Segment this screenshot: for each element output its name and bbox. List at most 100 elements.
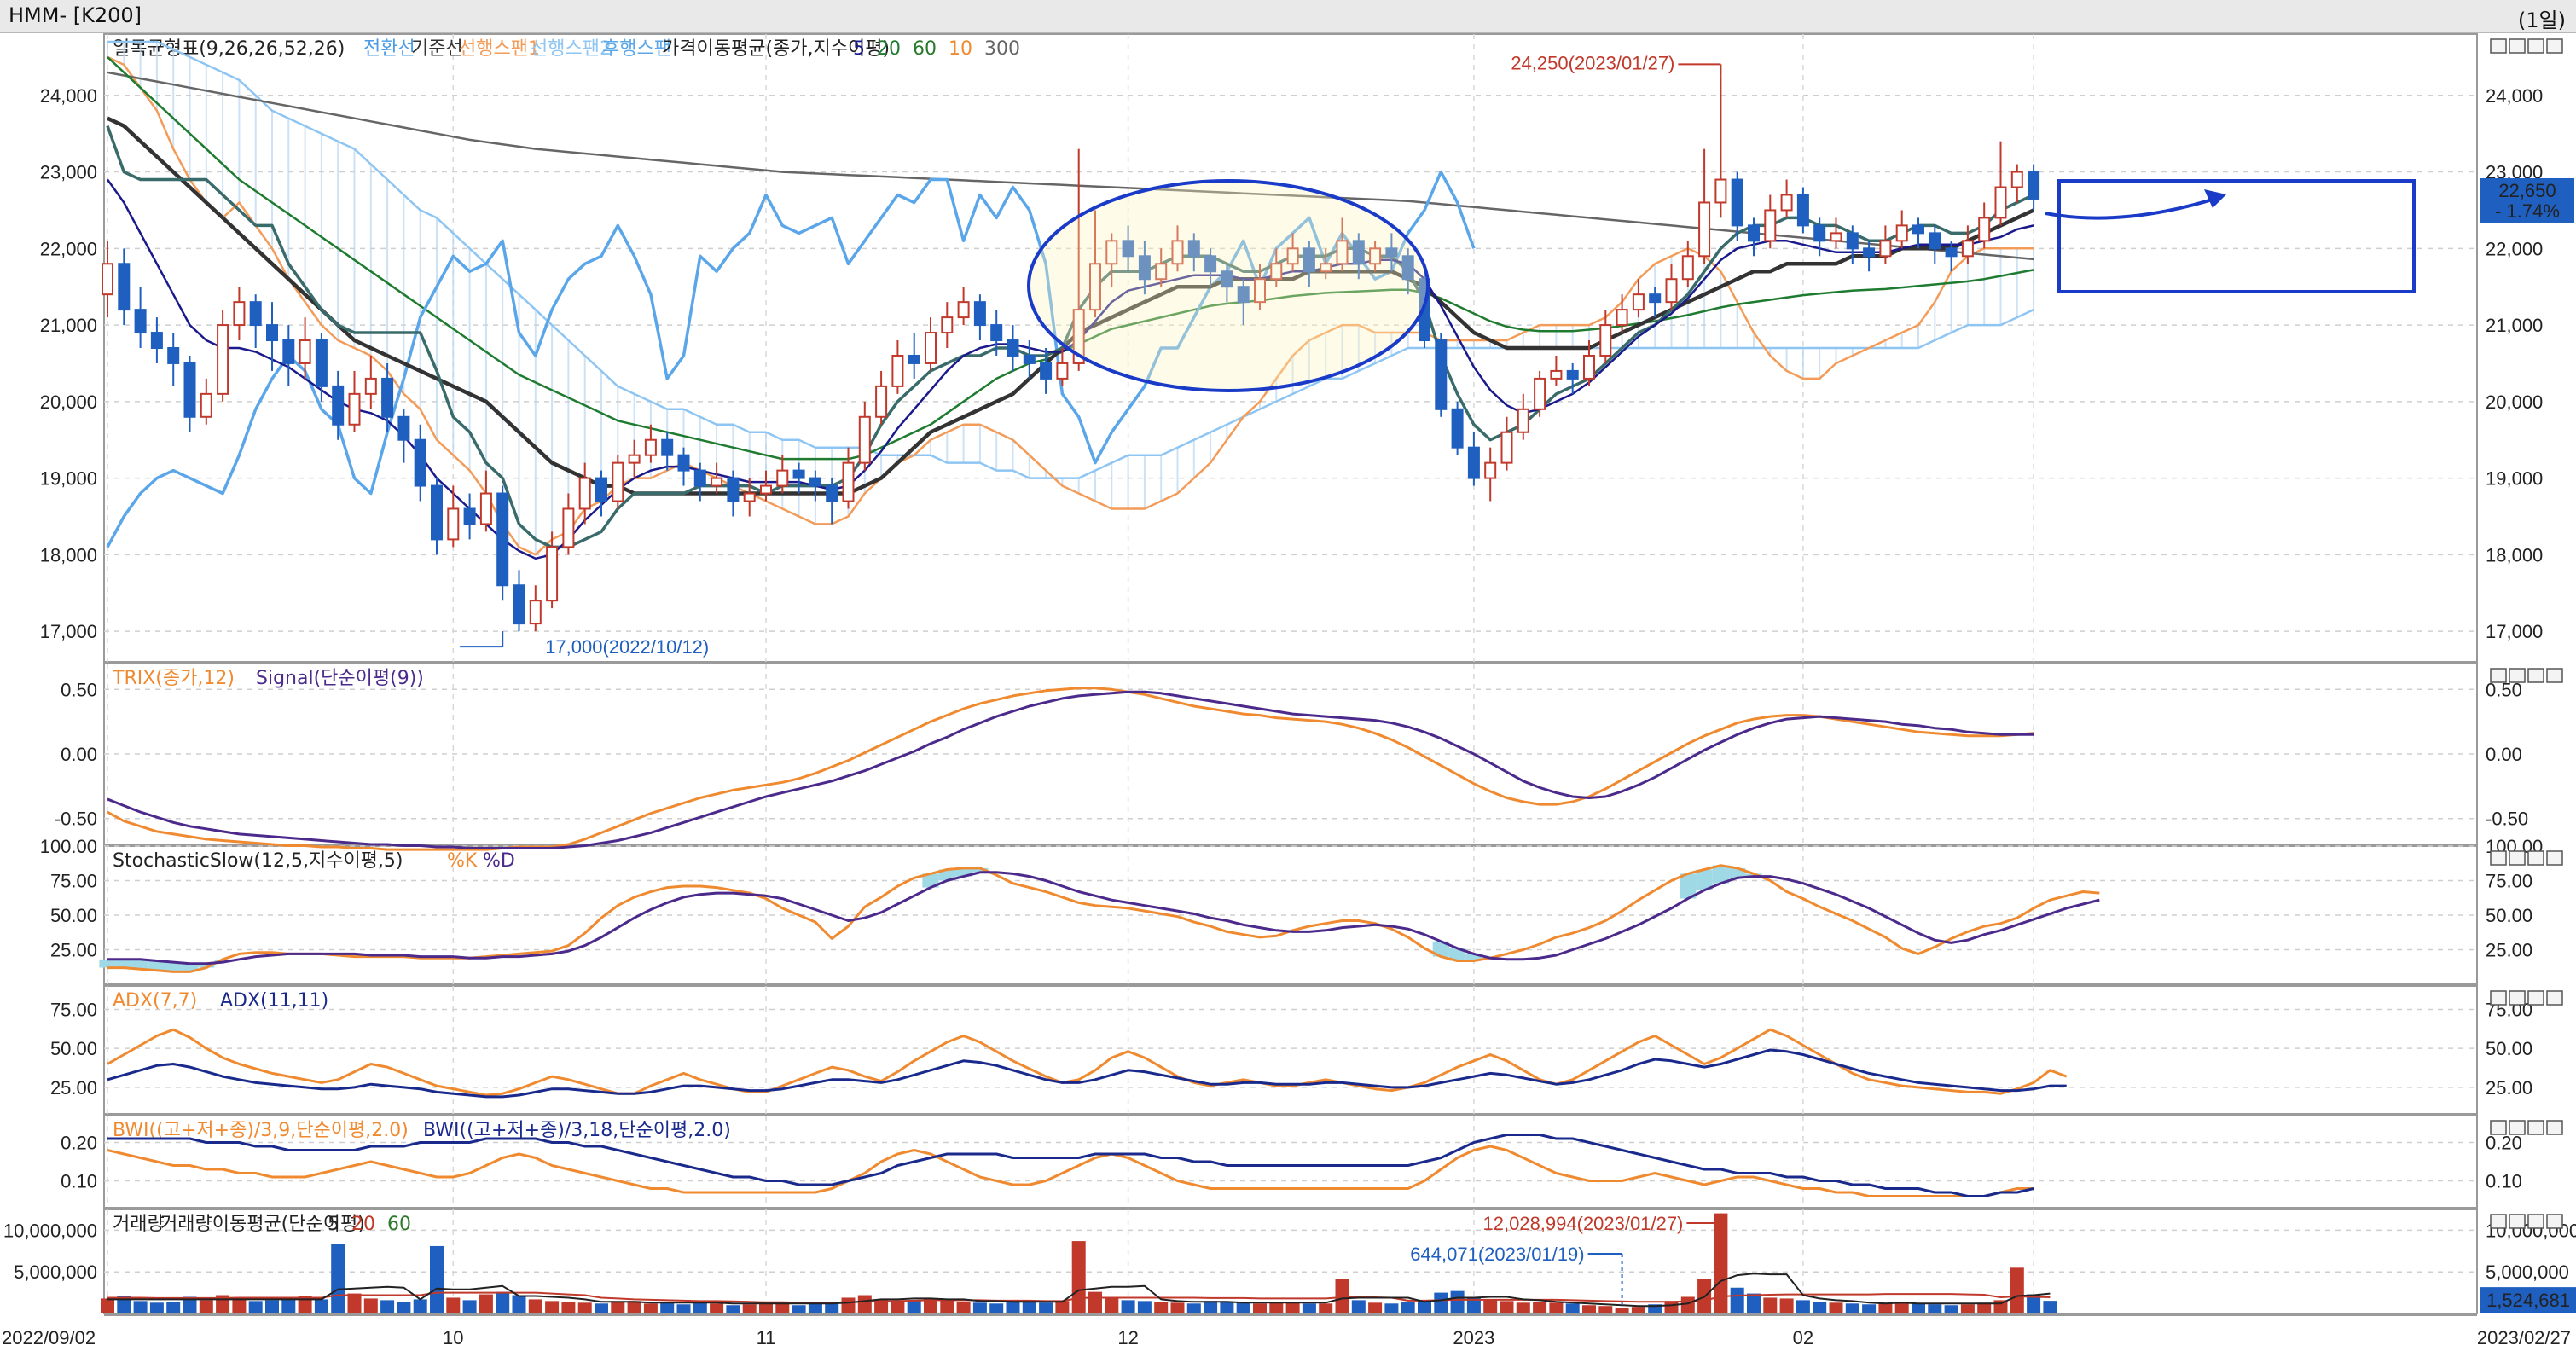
- volume-bar[interactable]: [496, 1291, 510, 1313]
- volume-bar[interactable]: [413, 1299, 427, 1313]
- volume-bar[interactable]: [2027, 1294, 2041, 1313]
- volume-bar[interactable]: [314, 1299, 328, 1313]
- candle[interactable]: [1155, 263, 1168, 281]
- candle[interactable]: [1714, 178, 1727, 204]
- volume-bar[interactable]: [462, 1300, 477, 1313]
- volume-bar[interactable]: [775, 1302, 790, 1313]
- candle[interactable]: [183, 362, 196, 418]
- candle[interactable]: [1171, 240, 1184, 265]
- volume-bar[interactable]: [149, 1302, 164, 1313]
- candle[interactable]: [1748, 224, 1760, 242]
- candle[interactable]: [1566, 369, 1579, 380]
- volume-bar[interactable]: [1680, 1296, 1695, 1313]
- close-icon[interactable]: [2546, 668, 2563, 683]
- volume-bar[interactable]: [1912, 1303, 1925, 1313]
- candle[interactable]: [1336, 240, 1349, 265]
- candle[interactable]: [315, 339, 328, 387]
- candle[interactable]: [414, 438, 426, 487]
- volume-bar[interactable]: [1401, 1302, 1415, 1313]
- close-icon[interactable]: [2546, 1214, 2563, 1229]
- candle[interactable]: [546, 546, 559, 602]
- volume-bar[interactable]: [446, 1297, 461, 1313]
- candle[interactable]: [1105, 240, 1118, 265]
- candle[interactable]: [397, 415, 410, 441]
- volume-bar[interactable]: [989, 1303, 1004, 1313]
- volume-bar[interactable]: [1664, 1301, 1679, 1313]
- volume-bar[interactable]: [2010, 1267, 2024, 1313]
- candle[interactable]: [875, 385, 888, 418]
- volume-bar[interactable]: [1615, 1308, 1629, 1313]
- candle[interactable]: [447, 507, 460, 541]
- candle[interactable]: [332, 385, 345, 426]
- volume-bar[interactable]: [1796, 1300, 1810, 1313]
- volume-bar[interactable]: [577, 1302, 592, 1313]
- candle[interactable]: [150, 332, 163, 349]
- volume-bar[interactable]: [660, 1302, 675, 1313]
- volume-bar[interactable]: [1055, 1301, 1070, 1313]
- candle[interactable]: [167, 347, 180, 364]
- candle[interactable]: [431, 484, 443, 541]
- candle[interactable]: [1731, 178, 1743, 227]
- volume-bar[interactable]: [1071, 1241, 1086, 1313]
- candle[interactable]: [1863, 247, 1876, 258]
- volume-bar[interactable]: [1862, 1304, 1877, 1313]
- restore-icon[interactable]: [2509, 1214, 2526, 1229]
- restore-icon[interactable]: [2509, 38, 2526, 54]
- volume-bar[interactable]: [117, 1296, 131, 1313]
- candle[interactable]: [479, 492, 492, 525]
- volume-bar[interactable]: [1006, 1300, 1020, 1313]
- candle[interactable]: [792, 469, 805, 479]
- volume-bar[interactable]: [248, 1301, 263, 1313]
- candle[interactable]: [118, 263, 131, 311]
- candle[interactable]: [858, 415, 871, 464]
- candle[interactable]: [628, 454, 641, 464]
- volume-bar[interactable]: [1088, 1291, 1102, 1313]
- restore-icon[interactable]: [2509, 1120, 2526, 1135]
- candle[interactable]: [496, 492, 509, 587]
- volume-bar[interactable]: [792, 1305, 806, 1313]
- candle[interactable]: [1500, 431, 1513, 464]
- candle[interactable]: [299, 339, 311, 364]
- candle[interactable]: [463, 507, 476, 525]
- candle[interactable]: [1023, 354, 1036, 364]
- volume-bar[interactable]: [1319, 1303, 1333, 1313]
- volume-bar[interactable]: [1845, 1303, 1859, 1313]
- candle[interactable]: [1929, 232, 1941, 250]
- volume-bar[interactable]: [611, 1302, 625, 1313]
- period-label[interactable]: (1일): [2517, 9, 2566, 32]
- candle[interactable]: [1254, 278, 1266, 304]
- minimize-icon[interactable]: [2490, 668, 2507, 683]
- volume-bar[interactable]: [825, 1302, 839, 1313]
- volume-bar[interactable]: [1598, 1306, 1613, 1313]
- candle[interactable]: [1616, 309, 1628, 327]
- maximize-icon[interactable]: [2527, 38, 2544, 54]
- volume-bar[interactable]: [1105, 1297, 1119, 1313]
- candle[interactable]: [249, 301, 262, 327]
- volume-bar[interactable]: [133, 1301, 148, 1313]
- volume-bar[interactable]: [2043, 1301, 2057, 1313]
- volume-bar[interactable]: [1565, 1303, 1580, 1313]
- volume-bar[interactable]: [1944, 1305, 1958, 1313]
- candle[interactable]: [1187, 240, 1200, 258]
- candle[interactable]: [529, 600, 542, 625]
- volume-bar[interactable]: [1549, 1302, 1564, 1313]
- candle[interactable]: [233, 301, 246, 327]
- candle[interactable]: [1237, 286, 1250, 304]
- volume-bar[interactable]: [693, 1302, 707, 1313]
- volume-bar[interactable]: [874, 1299, 889, 1313]
- candle[interactable]: [1945, 247, 1958, 258]
- candle[interactable]: [1303, 247, 1315, 273]
- volume-bar[interactable]: [1335, 1279, 1349, 1313]
- candle[interactable]: [1681, 255, 1694, 281]
- volume-bar[interactable]: [1829, 1302, 1843, 1313]
- candle[interactable]: [200, 392, 212, 418]
- volume-bar[interactable]: [528, 1299, 542, 1313]
- volume-bar[interactable]: [512, 1295, 526, 1313]
- volume-bar[interactable]: [1878, 1302, 1893, 1313]
- volume-bar[interactable]: [281, 1298, 296, 1313]
- volume-bar[interactable]: [1039, 1302, 1053, 1313]
- volume-bar[interactable]: [710, 1303, 724, 1313]
- candle[interactable]: [891, 354, 904, 387]
- volume-bar[interactable]: [1204, 1301, 1218, 1313]
